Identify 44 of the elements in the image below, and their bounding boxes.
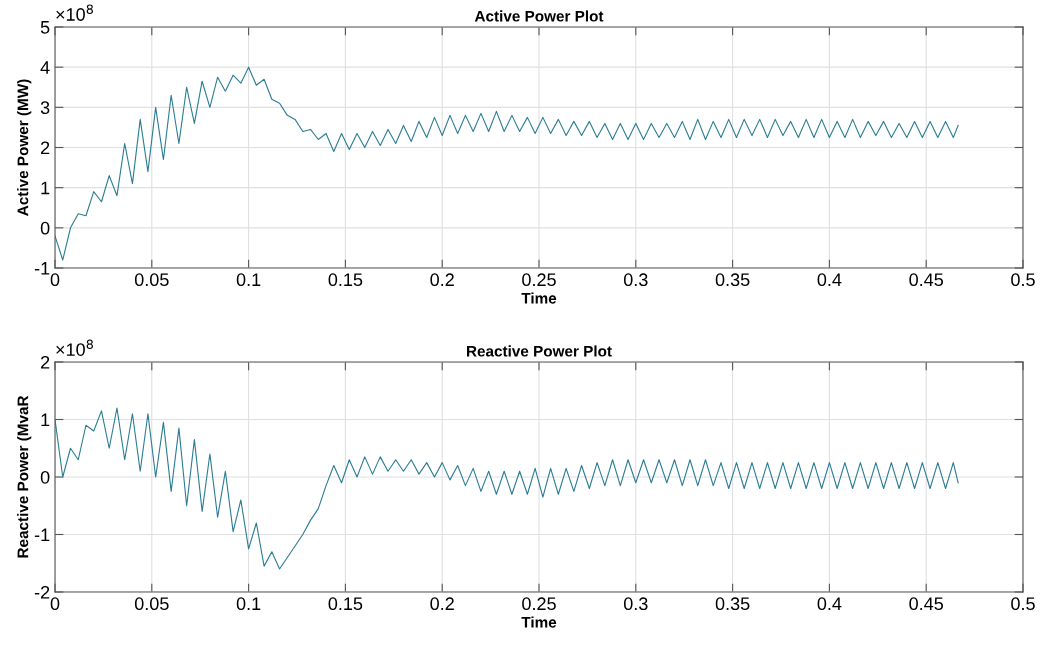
x-tick-label: 0.5 [1011,273,1035,287]
x-axis-title: Time [521,616,557,628]
x-tick-label: 0.5 [1011,597,1035,611]
x-tick-label: 0.4 [817,273,842,287]
chart-title: Active Power Plot [474,10,604,22]
x-tick-label: 0.4 [817,597,842,611]
x-tick-label: 0.1 [236,273,261,287]
x-tick-label: 0.05 [134,273,169,287]
x-tick-label: 0.2 [430,273,454,287]
x-tick-label: 0.35 [715,273,750,287]
y-tick-label: -2 [34,585,50,599]
y-tick-label: 1 [41,181,50,195]
x-tick-label: 0.3 [623,273,648,287]
line-series [55,66,959,261]
x-tick-label: 0.25 [522,597,556,611]
y-tick-label: 3 [40,101,50,115]
y-tick-label: 2 [41,355,50,369]
y-tick-label: 2 [41,141,50,155]
x-tick-label: 0.05 [134,597,169,611]
chart-title: Reactive Power Plot [467,345,612,357]
x-tick-label: 0.35 [715,597,750,611]
y-axis-title: Reactive Power (MvaR [17,395,32,558]
text: ×10$^{8}$ [56,339,93,356]
y-tick-label: 0 [40,221,50,235]
x-tick-label: 0.15 [328,273,363,287]
text: ×10$^{8}$ [56,4,93,21]
x-tick-label: 0.3 [623,597,648,611]
x-tick-label: 0.15 [328,597,363,611]
y-tick-label: -1 [34,262,50,275]
y-tick-label: 0 [40,470,50,484]
x-tick-label: 0 [50,597,60,611]
x-tick-label: 0.25 [522,273,556,287]
y-tick-label: 5 [40,21,50,34]
y-axis-title: Active Power (MW) [17,79,32,216]
line-series [55,407,959,570]
x-axis-title: Time [521,292,557,304]
y-tick-label: -1 [34,528,50,542]
x-tick-label: 0.1 [236,597,261,611]
x-tick-label: 0 [50,273,60,287]
x-tick-label: 0.45 [909,597,944,611]
x-tick-label: 0.2 [430,597,454,611]
y-tick-label: 1 [41,413,50,427]
y-tick-label: 4 [40,61,50,74]
x-tick-label: 0.45 [909,273,944,287]
